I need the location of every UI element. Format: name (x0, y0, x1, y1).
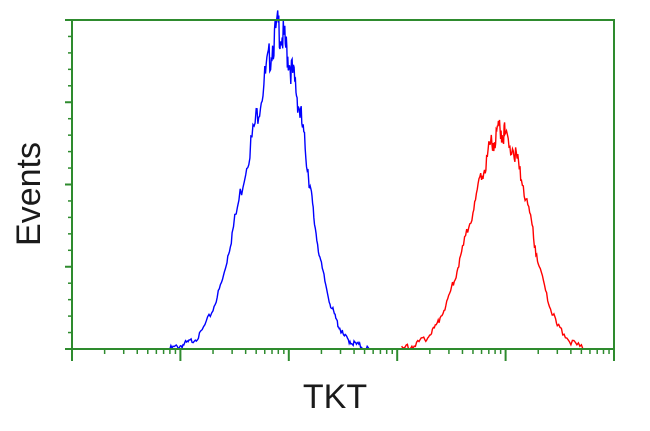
histogram-series-2 (401, 119, 586, 351)
y-axis-label: Events (10, 142, 48, 246)
x-axis-label: TKT (303, 378, 367, 416)
histogram-series-1 (169, 10, 370, 350)
series-group (169, 10, 586, 351)
plot-frame (71, 19, 615, 350)
axis-ticks (65, 19, 615, 361)
